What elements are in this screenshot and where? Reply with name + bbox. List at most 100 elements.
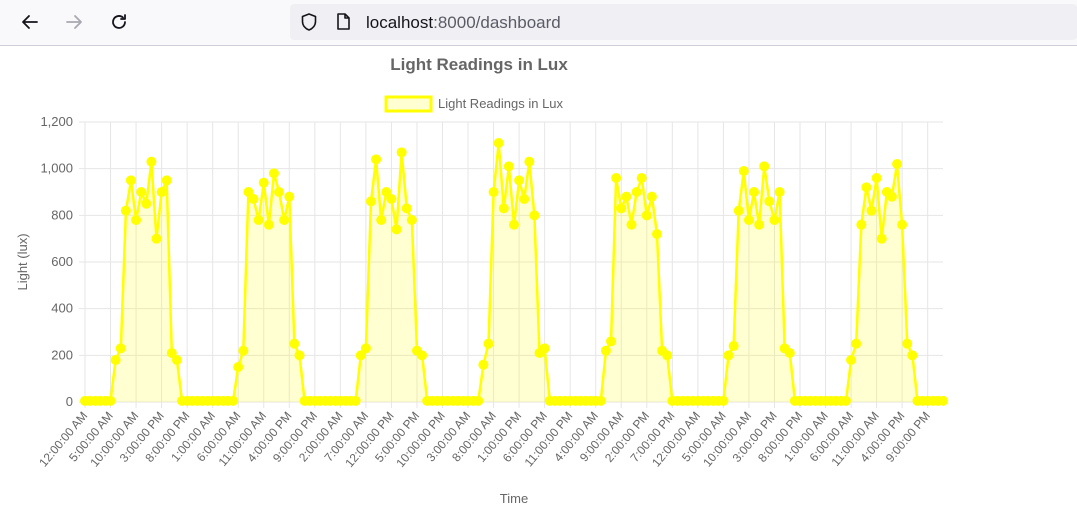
data-point[interactable] [366, 196, 376, 207]
data-point[interactable] [616, 203, 627, 214]
data-point[interactable] [503, 161, 514, 172]
data-point[interactable] [391, 224, 402, 235]
data-point[interactable] [938, 395, 948, 406]
data-point[interactable] [401, 203, 412, 214]
data-point[interactable] [749, 187, 760, 197]
data-point[interactable] [519, 194, 530, 204]
legend[interactable]: Light Readings in Lux [384, 95, 564, 113]
data-point[interactable] [355, 350, 366, 361]
data-point[interactable] [263, 219, 274, 230]
data-point[interactable] [156, 187, 167, 197]
data-point[interactable] [636, 173, 647, 183]
data-point[interactable] [728, 341, 739, 351]
data-point[interactable] [493, 138, 504, 148]
data-point[interactable] [641, 210, 652, 221]
data-point[interactable] [733, 205, 744, 216]
data-point[interactable] [371, 154, 382, 165]
data-point[interactable] [871, 173, 882, 183]
data-point[interactable] [524, 156, 535, 167]
data-point[interactable] [483, 338, 494, 349]
data-point[interactable] [228, 395, 239, 406]
data-point[interactable] [652, 229, 662, 239]
data-point[interactable] [754, 219, 765, 230]
data-point[interactable] [386, 194, 397, 204]
data-point[interactable] [723, 350, 734, 361]
data-point[interactable] [840, 395, 851, 406]
data-point[interactable] [595, 395, 606, 406]
data-point[interactable] [376, 215, 387, 225]
data-point[interactable] [151, 233, 162, 244]
data-point[interactable] [396, 147, 407, 158]
data-point[interactable] [381, 187, 392, 197]
forward-button[interactable] [58, 6, 90, 38]
data-point[interactable] [539, 343, 550, 354]
data-point[interactable] [248, 194, 259, 204]
data-point[interactable] [110, 355, 121, 365]
data-point[interactable] [233, 362, 244, 372]
data-point[interactable] [907, 350, 918, 361]
data-point[interactable] [125, 175, 136, 186]
data-point[interactable] [606, 336, 617, 347]
data-point[interactable] [268, 168, 279, 179]
data-point[interactable] [846, 355, 857, 365]
data-point[interactable] [611, 173, 622, 183]
data-point[interactable] [161, 175, 172, 186]
data-point[interactable] [131, 215, 142, 225]
data-point[interactable] [417, 350, 428, 361]
data-point[interactable] [488, 187, 499, 197]
data-point[interactable] [115, 343, 126, 354]
data-point[interactable] [253, 215, 264, 225]
data-point[interactable] [774, 187, 785, 197]
data-point[interactable] [529, 210, 540, 221]
data-point[interactable] [646, 191, 657, 202]
data-point[interactable] [284, 191, 295, 202]
data-point[interactable] [876, 233, 887, 244]
url-text[interactable]: localhost:8000/dashboard [366, 13, 561, 33]
data-point[interactable] [166, 348, 177, 358]
data-point[interactable] [764, 196, 775, 207]
data-point[interactable] [866, 205, 877, 216]
reload-button[interactable] [103, 6, 135, 38]
data-point[interactable] [892, 159, 903, 169]
data-point[interactable] [743, 215, 754, 225]
shield-icon[interactable] [300, 12, 318, 32]
data-point[interactable] [120, 205, 131, 216]
data-point[interactable] [294, 350, 305, 361]
data-point[interactable] [406, 215, 417, 225]
data-point[interactable] [902, 338, 913, 349]
data-point[interactable] [856, 219, 867, 230]
data-point[interactable] [498, 203, 509, 214]
data-point[interactable] [258, 177, 269, 188]
data-point[interactable] [626, 219, 637, 230]
data-point[interactable] [171, 355, 182, 365]
data-point[interactable] [360, 343, 371, 354]
data-point[interactable] [851, 338, 862, 349]
data-point[interactable] [509, 219, 519, 230]
data-point[interactable] [662, 350, 673, 361]
data-point[interactable] [238, 345, 249, 356]
data-point[interactable] [105, 395, 116, 406]
data-point[interactable] [478, 359, 489, 370]
data-point[interactable] [279, 215, 290, 225]
data-point[interactable] [350, 395, 361, 406]
data-point[interactable] [473, 395, 484, 406]
back-button[interactable] [14, 6, 46, 38]
data-point[interactable] [718, 395, 729, 406]
data-point[interactable] [784, 348, 795, 358]
data-point[interactable] [136, 187, 147, 197]
data-point[interactable] [738, 166, 749, 176]
data-point[interactable] [769, 215, 780, 225]
data-point[interactable] [759, 161, 770, 172]
data-point[interactable] [141, 198, 152, 209]
data-point[interactable] [600, 345, 611, 356]
data-point[interactable] [146, 156, 157, 167]
data-point[interactable] [861, 182, 872, 193]
data-point[interactable] [897, 219, 908, 230]
data-point[interactable] [621, 191, 632, 202]
data-point[interactable] [289, 338, 300, 349]
address-bar[interactable]: localhost:8000/dashboard [290, 4, 1077, 40]
data-point[interactable] [514, 175, 525, 186]
data-point[interactable] [631, 187, 642, 197]
data-point[interactable] [243, 187, 254, 197]
data-point[interactable] [886, 191, 897, 202]
